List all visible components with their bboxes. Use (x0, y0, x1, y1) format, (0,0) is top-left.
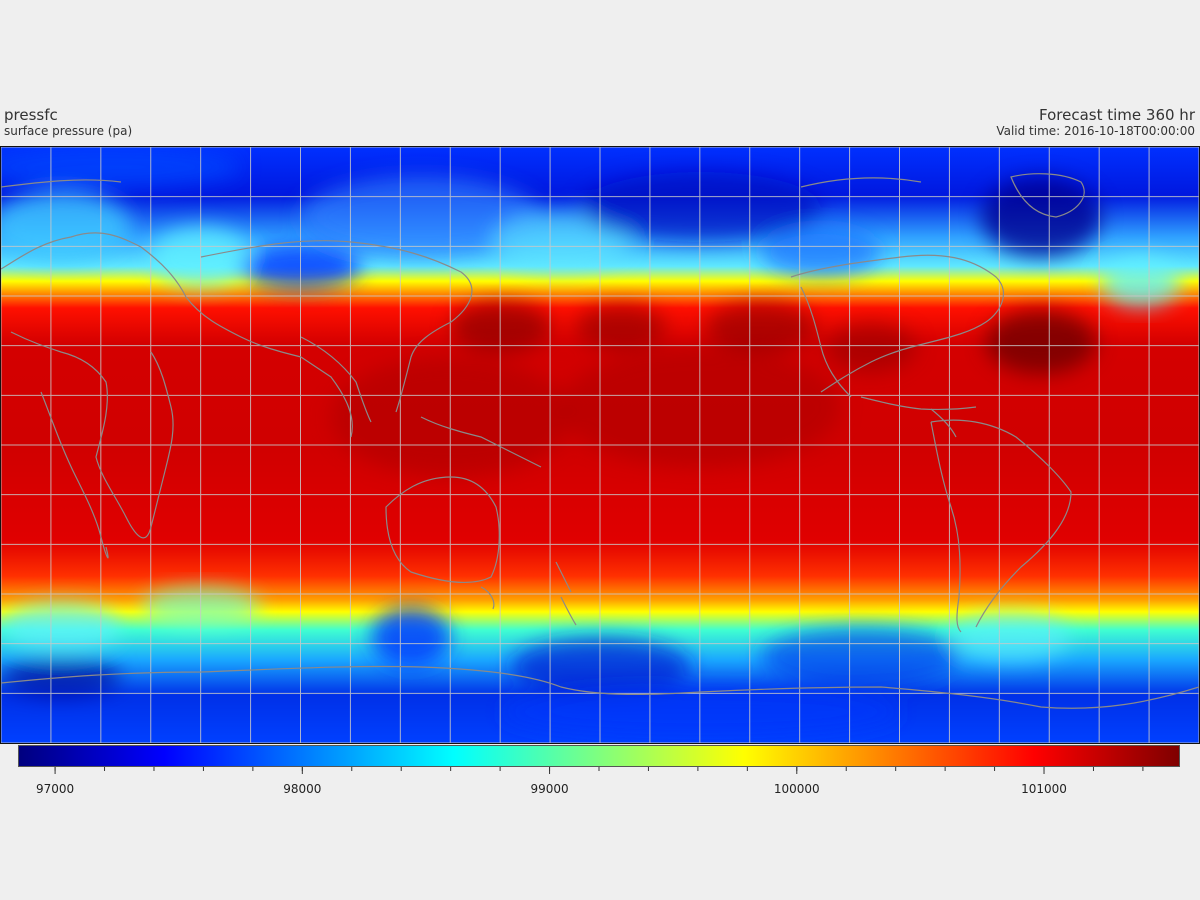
valid-time: Valid time: 2016-10-18T00:00:00 (996, 124, 1195, 138)
southern-lows (1, 587, 1071, 737)
colorbar: 97000 98000 99000 100000 101000 (18, 745, 1180, 805)
coastlines (1, 173, 1199, 709)
pressure-map (0, 146, 1200, 744)
forecast-time: Forecast time 360 hr (1039, 106, 1195, 124)
map-canvas (1, 147, 1199, 743)
plot-header: pressfc surface pressure (pa) Forecast t… (0, 104, 1200, 144)
colorbar-tick-label: 101000 (1021, 782, 1067, 796)
colorbar-tick-label: 98000 (283, 782, 321, 796)
variable-name: pressfc (4, 106, 58, 124)
variable-long-name: surface pressure (pa) (4, 124, 133, 138)
colorbar-gradient (18, 745, 1180, 767)
colorbar-ticks: 97000 98000 99000 100000 101000 (36, 767, 1144, 796)
high-pressure-cells (331, 302, 1096, 477)
colorbar-tick-label: 99000 (530, 782, 568, 796)
colorbar-tick-label: 97000 (36, 782, 74, 796)
colorbar-tick-label: 100000 (774, 782, 820, 796)
